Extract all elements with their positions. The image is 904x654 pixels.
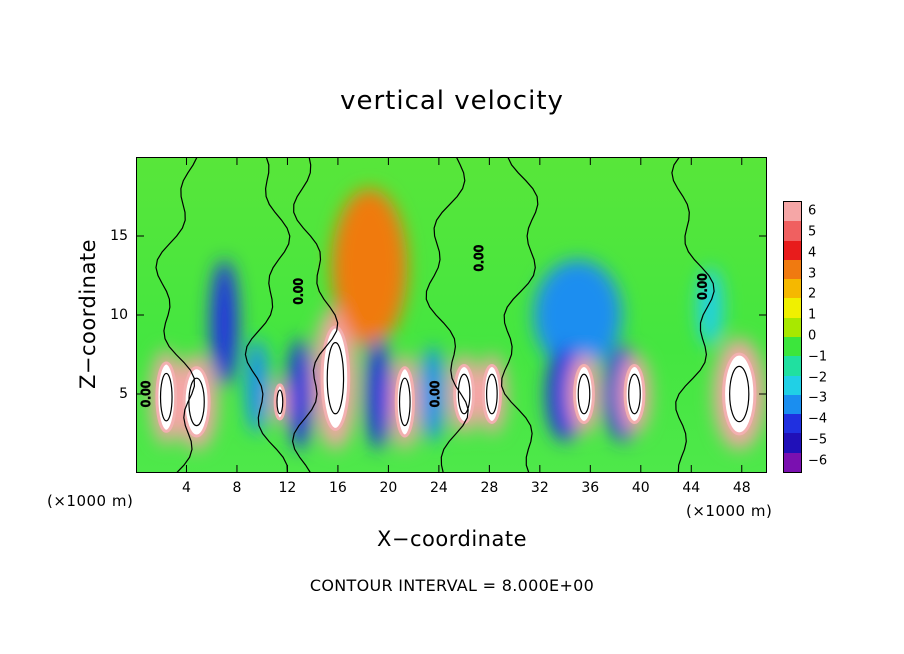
- zero-contour: [425, 157, 469, 473]
- x-tick-label: 16: [328, 480, 347, 496]
- colorbar-label: 1: [808, 307, 817, 323]
- x-unit-right: (×1000 m): [686, 502, 773, 520]
- x-tick-label: 36: [581, 480, 600, 496]
- colorbar-segment: [784, 221, 801, 242]
- colorbar-segment: [784, 279, 801, 299]
- x-tick-label: 32: [530, 480, 549, 496]
- x-unit-left: (×1000 m): [47, 492, 134, 510]
- contour-label: 0.00: [472, 245, 486, 272]
- zero-contour: [500, 157, 539, 473]
- contour-line: [729, 365, 750, 423]
- contour-label: 0.00: [695, 273, 709, 300]
- x-axis-label: X−coordinate: [377, 527, 527, 551]
- zero-contour: [155, 157, 198, 473]
- colorbar-segment: [784, 414, 801, 434]
- zero-contour: [671, 157, 715, 473]
- plot-area: 0.00 0.00 0.00 0.00 0.00: [136, 157, 767, 473]
- x-tick-label: 44: [682, 480, 701, 496]
- colorbar-label: 6: [808, 203, 817, 219]
- heatmap-cell: [697, 267, 723, 347]
- x-tick-label: 12: [278, 480, 297, 496]
- colorbar-segment: [784, 240, 801, 261]
- x-tick-label: 8: [232, 480, 242, 496]
- saturated-region: [623, 364, 646, 424]
- x-tick-label: 40: [631, 480, 650, 496]
- colorbar-label: −3: [808, 390, 828, 406]
- x-tick-label: 24: [429, 480, 448, 496]
- colorbar-label: 4: [808, 245, 817, 261]
- saturated-region: [320, 325, 351, 431]
- colorbar-segment: [784, 356, 801, 377]
- contour-line: [276, 389, 284, 415]
- colorbar-label: −1: [808, 349, 828, 365]
- contour-line: [577, 373, 591, 415]
- colorbar-segment: [784, 259, 801, 280]
- contour-line: [398, 377, 411, 427]
- colorbar-label: −6: [808, 453, 828, 469]
- colorbar-label: 0: [808, 328, 817, 344]
- colorbar-segment: [784, 394, 801, 415]
- contour-line: [326, 342, 345, 415]
- heatmap-cell: [210, 259, 239, 387]
- saturated-region: [573, 364, 595, 424]
- x-tick-label: 20: [379, 480, 398, 496]
- x-tick-label: 28: [480, 480, 499, 496]
- contour-line: [457, 373, 471, 415]
- zero-contour: [244, 157, 291, 473]
- zero-contours: 0.00 0.00 0.00 0.00 0.00: [138, 157, 750, 473]
- saturated-regions: [155, 325, 757, 438]
- colorbar-label: −5: [808, 432, 828, 448]
- axis-ticks: [136, 157, 767, 473]
- heatmap-cell: [287, 338, 313, 450]
- saturated-region: [722, 352, 757, 436]
- x-tick-label: 4: [182, 480, 191, 496]
- contour-line: [159, 372, 173, 422]
- colorbar-segment: [784, 317, 801, 338]
- chart-title: vertical velocity: [340, 86, 564, 116]
- heatmap-cell: [533, 259, 622, 371]
- saturated-region: [481, 364, 502, 424]
- contour-line: [628, 373, 641, 415]
- heatmap-svg: 0.00 0.00 0.00 0.00 0.00: [136, 157, 767, 473]
- contour-interval-note: CONTOUR INTERVAL = 8.000E+00: [309, 576, 595, 595]
- colorbar-segment: [784, 337, 801, 357]
- saturated-region: [182, 366, 211, 438]
- x-tick-label: 48: [732, 480, 751, 496]
- colorbar-segment: [784, 452, 801, 473]
- colorbar-segment: [784, 433, 801, 454]
- contour-label: 0.00: [428, 381, 442, 408]
- colorbar-label: −4: [808, 411, 828, 427]
- saturated-region: [394, 366, 415, 438]
- heatmap-cell: [245, 338, 269, 434]
- heatmap-cell: [419, 346, 446, 442]
- colorbar-label: 5: [808, 224, 817, 240]
- plot-frame: [136, 157, 767, 473]
- zero-contour: [291, 157, 339, 473]
- colorbar-label: 2: [808, 286, 817, 302]
- contour-line: [188, 377, 205, 427]
- y-tick-label: 15: [110, 228, 128, 244]
- heatmap-cell: [331, 188, 408, 347]
- colorbar: [783, 201, 802, 473]
- heatmap-cell: [365, 338, 391, 450]
- colorbar-label: 3: [808, 266, 817, 282]
- heatmap-background: [136, 157, 767, 473]
- colorbar-segment: [784, 202, 801, 222]
- colorbar-segment: [784, 298, 801, 319]
- colorbar-segment: [784, 375, 801, 396]
- colorbar-label: −2: [808, 370, 828, 386]
- y-tick-label: 10: [110, 307, 128, 323]
- contour-line: [486, 373, 498, 415]
- saturated-region: [155, 361, 178, 433]
- contour-label: 0.00: [292, 278, 306, 305]
- y-tick-label: 5: [119, 386, 128, 402]
- contour-label: 0.00: [139, 381, 153, 408]
